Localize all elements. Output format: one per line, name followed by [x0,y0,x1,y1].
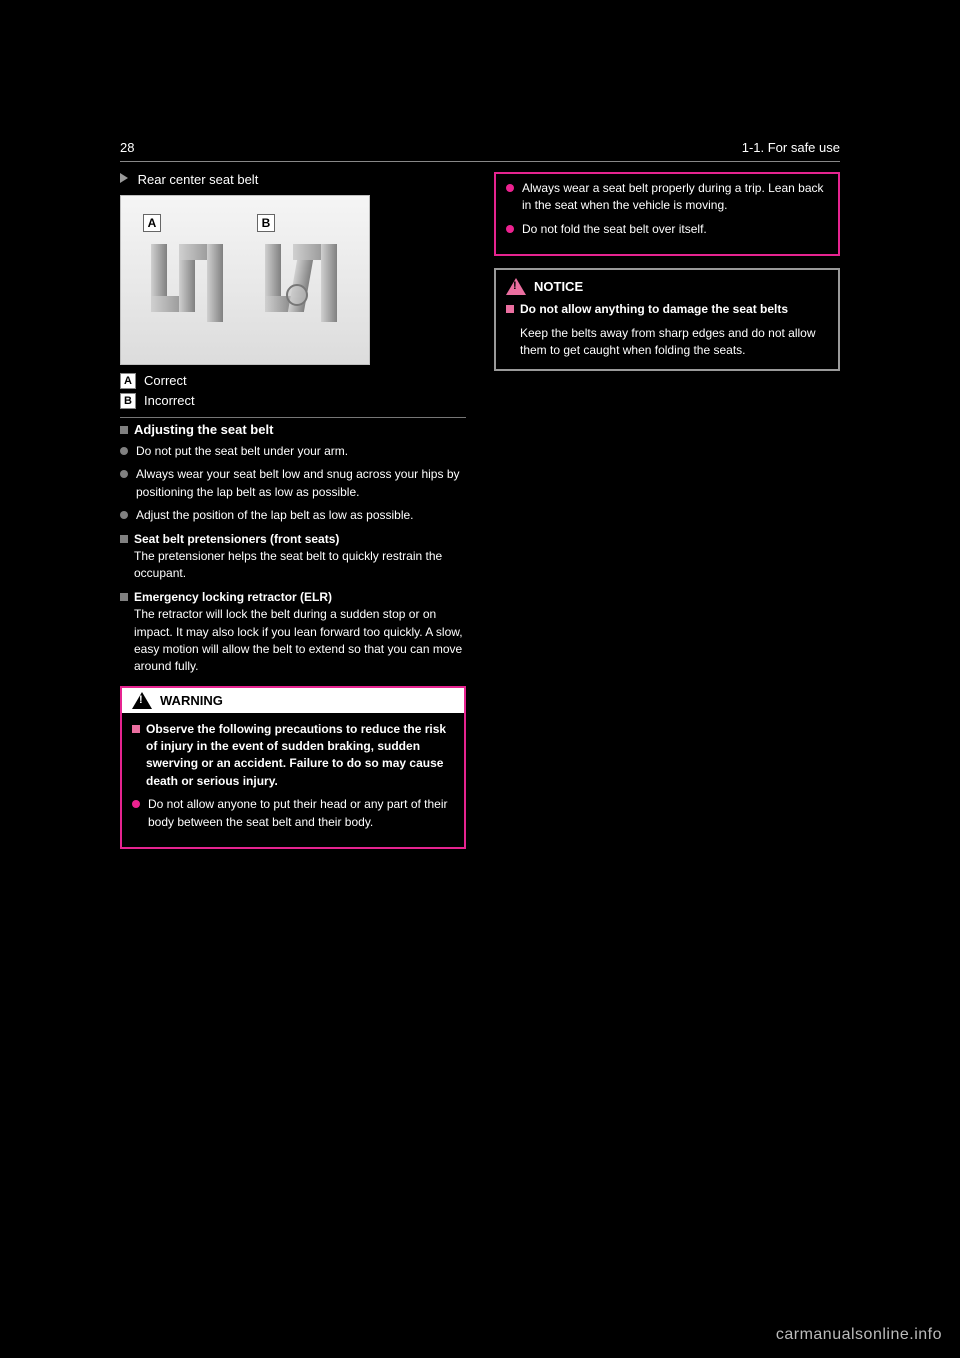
figure-tag-b: B [257,214,275,232]
warning-box: WARNING Observe the following precaution… [120,686,466,849]
warning-heading-row: Observe the following precautions to red… [132,721,454,791]
figure-tag-a: A [143,214,161,232]
list-item-text: Always wear your seat belt low and snug … [136,466,466,501]
notice-text: Keep the belts away from sharp edges and… [506,325,828,360]
page-number: 28 [120,140,134,155]
section-2: Seat belt pretensioners (front seats) Th… [120,531,466,583]
legend-tag-a: A [120,373,136,389]
warning-icon [132,692,152,709]
section-divider-1 [120,417,466,418]
warning-bullet-text: Always wear a seat belt properly during … [522,180,828,215]
section-2-title: Seat belt pretensioners (front seats) [134,531,466,548]
arrow-right-icon [120,173,128,183]
dot-icon [120,511,128,519]
manual-page: 28 1-1. For safe use Rear center seat be… [120,140,840,849]
section-3-body: Emergency locking retractor (ELR) The re… [134,589,466,676]
belt-a-right [207,244,223,322]
notice-icon [506,278,526,295]
legend-text-b: Incorrect [144,393,195,408]
section-3-title: Emergency locking retractor (ELR) [134,589,466,606]
footer-watermark: carmanualsonline.info [776,1326,942,1344]
square-bullet-icon [120,535,128,543]
warning-bullet-text: Do not fold the seat belt over itself. [522,221,707,238]
notice-heading: Do not allow anything to damage the seat… [520,301,788,318]
header-divider [120,161,840,162]
square-bullet-pink-icon [132,725,140,733]
warning-header: WARNING [122,688,464,713]
section-1-head: Adjusting the seat belt [120,422,466,437]
dot-icon [120,470,128,478]
warning-bullet: Do not allow anyone to put their head or… [132,796,454,831]
warning-label: WARNING [160,693,223,708]
legend-tag-b: B [120,393,136,409]
belt-b-twist-icon [286,284,308,306]
legend-b: B Incorrect [120,393,466,409]
warning-heading: Observe the following precautions to red… [146,721,454,791]
dot-pink-icon [506,225,514,233]
section-3: Emergency locking retractor (ELR) The re… [120,589,466,676]
warning-bullet: Do not fold the seat belt over itself. [506,221,828,238]
notice-header: NOTICE [506,278,828,295]
columns: Rear center seat belt A B [120,172,840,849]
square-bullet-icon [120,593,128,601]
belt-label: Rear center seat belt [120,172,466,187]
warning-bullet: Always wear a seat belt properly during … [506,180,828,215]
list-item-text: Do not put the seat belt under your arm. [136,443,348,460]
page-header: 28 1-1. For safe use [120,140,840,155]
belt-label-text: Rear center seat belt [138,172,259,187]
warning-box-right: Always wear a seat belt properly during … [494,172,840,256]
section-2-body: Seat belt pretensioners (front seats) Th… [134,531,466,583]
dot-pink-icon [506,184,514,192]
notice-box: NOTICE Do not allow anything to damage t… [494,268,840,371]
section-1-title: Adjusting the seat belt [134,422,273,437]
legend-text-a: Correct [144,373,187,388]
section-2-text: The pretensioner helps the seat belt to … [134,548,466,583]
belt-a-down [151,244,167,302]
section-3-text: The retractor will lock the belt during … [134,606,466,676]
legend-a: A Correct [120,373,466,389]
belt-a-up [179,254,195,312]
list-item: Always wear your seat belt low and snug … [120,466,466,501]
left-column: Rear center seat belt A B [120,172,466,849]
square-bullet-icon [120,426,128,434]
belt-b-down [265,244,281,302]
belt-b-right [321,244,337,322]
dot-pink-icon [132,800,140,808]
warning-bullet-text: Do not allow anyone to put their head or… [148,796,454,831]
right-column: Always wear a seat belt properly during … [494,172,840,849]
seat-belt-figure: A B [120,195,370,365]
breadcrumb: 1-1. For safe use [742,140,840,155]
list-item-text: Adjust the position of the lap belt as l… [136,507,414,524]
square-bullet-pink-icon [506,305,514,313]
notice-heading-row: Do not allow anything to damage the seat… [506,301,828,318]
list-item: Do not put the seat belt under your arm. [120,443,466,460]
dot-icon [120,447,128,455]
list-item: Adjust the position of the lap belt as l… [120,507,466,524]
notice-label: NOTICE [534,279,583,294]
